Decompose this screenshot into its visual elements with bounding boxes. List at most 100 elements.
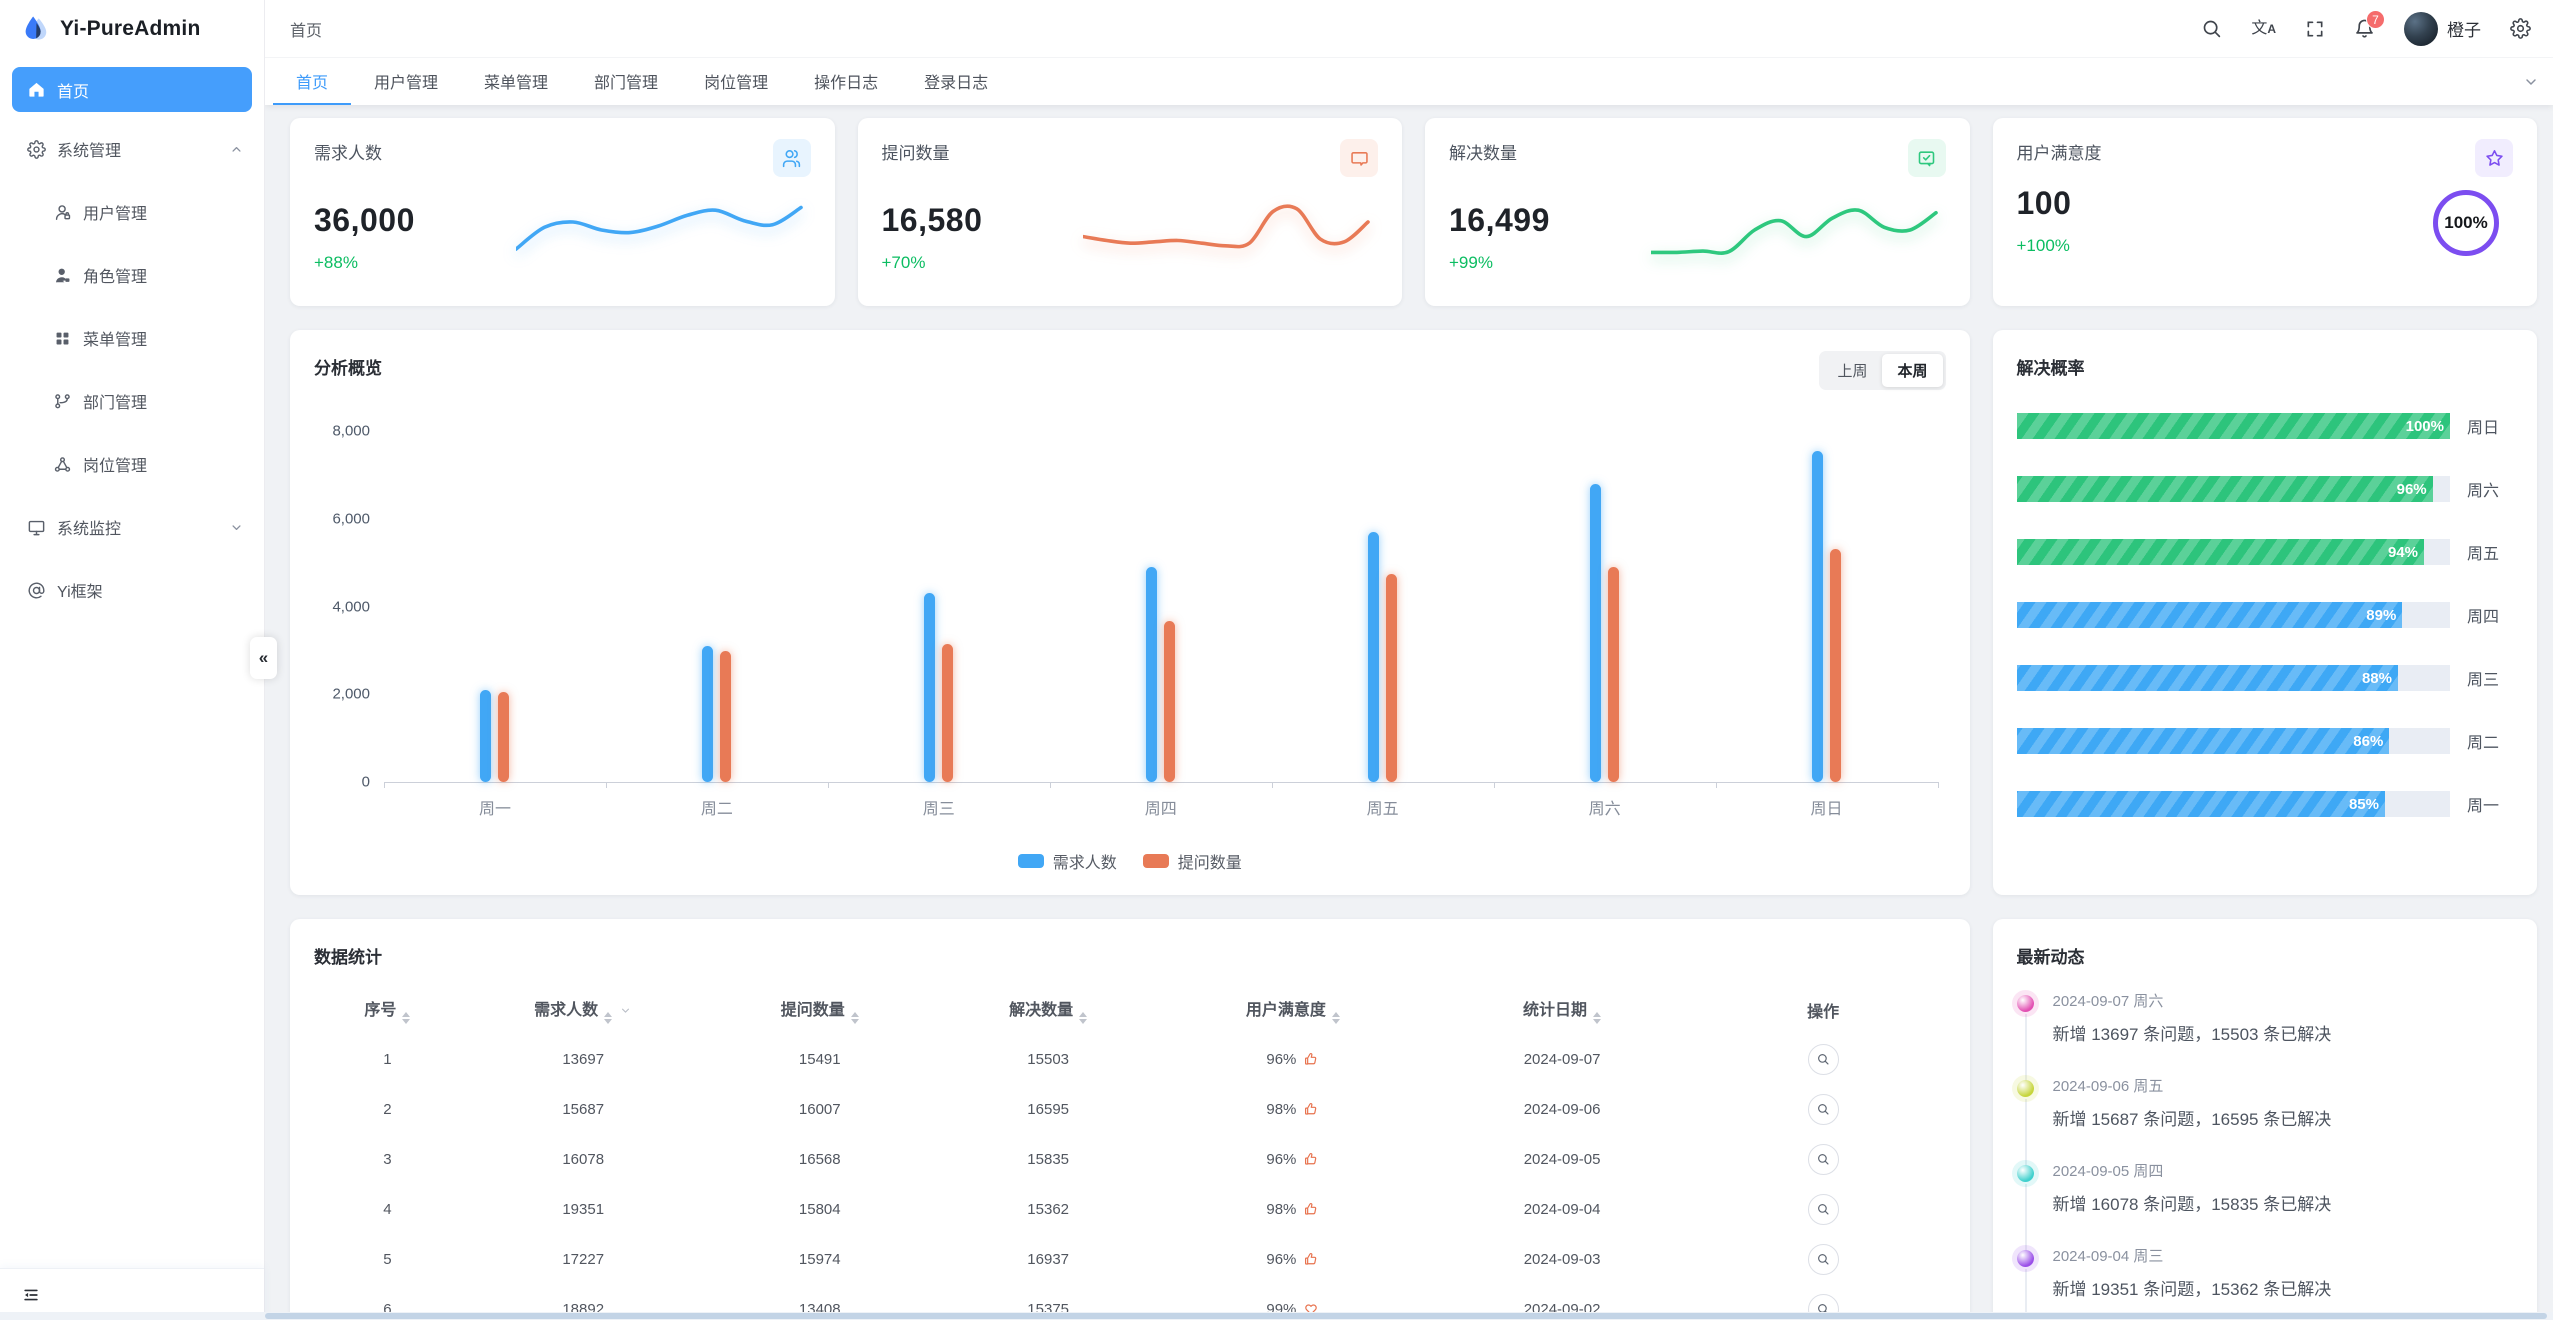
legend-item-提问数量[interactable]: 提问数量 (1142, 849, 1242, 873)
sort-caret-icon[interactable] (402, 1012, 411, 1024)
last-week-button[interactable]: 上周 (1822, 354, 1882, 387)
sidebar-item-post-management[interactable]: 岗位管理 (0, 441, 264, 487)
column-header-3[interactable]: 解决数量 (934, 986, 1162, 1034)
timeline-item: 2024-09-07 周六 新增 13697 条问题，15503 条已解决 (2016, 990, 2514, 1081)
sidebar-item-dept-management[interactable]: 部门管理 (0, 378, 264, 424)
tab-menu-management[interactable]: 菜单管理 (484, 74, 549, 92)
bar-需求人数[interactable] (480, 689, 492, 782)
share-icon (53, 455, 72, 474)
stat-card-title: 解决数量 (1449, 144, 1517, 163)
bar-提问数量[interactable] (498, 692, 510, 782)
this-week-button[interactable]: 本周 (1882, 354, 1943, 387)
bar-提问数量[interactable] (720, 651, 732, 782)
tab-home[interactable]: 首页 (273, 58, 352, 105)
user-menu[interactable]: 橙子 (2404, 11, 2481, 46)
sort-caret-icon[interactable] (1331, 1012, 1340, 1024)
view-detail-button[interactable] (1807, 1243, 1839, 1275)
search-icon[interactable] (2201, 18, 2222, 39)
filter-chevron-icon[interactable] (619, 1004, 632, 1017)
stat-card-delta: +88% (314, 253, 358, 272)
progress-track: 100% (2016, 413, 2450, 439)
timeline-date: 2024-09-05 周四 (2052, 1163, 2164, 1180)
cell-question: 16007 (798, 1100, 841, 1118)
tabs-dropdown-chevron-icon[interactable] (2509, 58, 2553, 105)
stat-card-badge (772, 139, 811, 177)
progress-fill: 96% (2016, 476, 2433, 502)
legend-label: 提问数量 (1177, 855, 1242, 872)
bar-提问数量[interactable] (1164, 620, 1176, 782)
sidebar-collapse-handle[interactable]: « (250, 637, 277, 679)
y-axis-label: 8,000 (332, 422, 370, 440)
solve-rate-row-周二: 86% 周二 (2016, 728, 2514, 754)
breadcrumb[interactable]: 首页 (290, 22, 323, 40)
stat-card-delta: +99% (1449, 253, 1493, 272)
sidebar-item-yi-framework[interactable]: Yi框架 (0, 567, 264, 613)
sidebar-item-user-management[interactable]: 用户管理 (0, 189, 264, 235)
timeline-dot (2016, 1250, 2034, 1267)
bar-需求人数[interactable] (702, 646, 714, 782)
bar-提问数量[interactable] (1386, 573, 1398, 782)
column-header-4[interactable]: 用户满意度 (1162, 986, 1423, 1034)
sort-caret-icon[interactable] (1593, 1012, 1602, 1024)
bar-需求人数[interactable] (924, 593, 936, 782)
column-header-5[interactable]: 统计日期 (1423, 986, 1700, 1034)
translate-icon[interactable]: 文A (2251, 19, 2276, 37)
horizontal-scrollbar[interactable] (0, 1312, 2553, 1320)
notification-bell-icon[interactable]: 7 (2354, 10, 2385, 39)
cell-index: 5 (383, 1250, 392, 1268)
heart-hands-icon (1303, 1301, 1319, 1317)
chevron-down-icon (229, 520, 244, 535)
solve-rate-card: 解决概率 100% 周日 96% 周六 94% 周五 89% 周四 (1992, 330, 2537, 895)
stat-card-value: 36,000 (314, 202, 415, 238)
sidebar-item-home[interactable]: 首页 (12, 67, 252, 112)
view-detail-button[interactable] (1807, 1193, 1839, 1225)
app-logo[interactable]: Yi-PureAdmin (0, 0, 264, 57)
tab-user-management[interactable]: 用户管理 (374, 74, 439, 92)
bar-提问数量[interactable] (942, 643, 954, 782)
progress-fill: 94% (2016, 539, 2424, 565)
view-detail-button[interactable] (1807, 1093, 1839, 1125)
cell-index: 3 (383, 1150, 392, 1168)
sidebar-item-system-monitor[interactable]: 系统监控 (0, 504, 264, 550)
stat-card-delta: +100% (2016, 236, 2070, 255)
sidebar-item-system-management[interactable]: 系统管理 (0, 126, 264, 172)
tab-dept-management[interactable]: 部门管理 (594, 74, 659, 92)
cell-satisfaction: 96% (1266, 1250, 1297, 1268)
sidebar-item-label: Yi框架 (57, 584, 103, 601)
sort-caret-icon[interactable] (604, 1012, 613, 1024)
x-axis-label: 周二 (700, 801, 733, 818)
solve-rate-row-周日: 100% 周日 (2016, 413, 2514, 439)
timeline-dot (2016, 995, 2034, 1012)
legend-item-需求人数[interactable]: 需求人数 (1017, 849, 1117, 873)
column-header-2[interactable]: 提问数量 (706, 986, 934, 1034)
column-header-1[interactable]: 需求人数 (461, 986, 706, 1034)
bar-需求人数[interactable] (1590, 483, 1602, 782)
grid-icon (53, 329, 72, 348)
progress-day-label: 周五 (2467, 546, 2500, 563)
settings-gear-icon[interactable] (2510, 18, 2531, 39)
sidebar-item-role-management[interactable]: 角色管理 (0, 252, 264, 298)
progress-day-label: 周二 (2467, 735, 2500, 752)
sort-caret-icon[interactable] (1079, 1012, 1088, 1024)
collapse-sidebar-icon[interactable] (21, 1285, 41, 1305)
bar-提问数量[interactable] (1608, 567, 1620, 782)
fullscreen-icon[interactable] (2305, 19, 2325, 39)
stat-card-title: 用户满意度 (2016, 144, 2102, 163)
latest-news-card: 最新动态 2024-09-07 周六 新增 13697 条问题，15503 条已… (1992, 919, 2537, 1320)
tab-post-management[interactable]: 岗位管理 (704, 74, 769, 92)
sort-caret-icon[interactable] (850, 1012, 859, 1024)
bar-提问数量[interactable] (1829, 549, 1841, 782)
tab-operation-log[interactable]: 操作日志 (814, 74, 879, 92)
column-header-0[interactable]: 序号 (314, 986, 461, 1034)
timeline-text: 新增 15687 条问题，16595 条已解决 (2052, 1110, 2332, 1129)
stat-card-badge (2475, 139, 2513, 177)
bar-需求人数[interactable] (1811, 450, 1823, 782)
stat-card-solved: 解决数量 16,499 +99% (1425, 118, 1970, 306)
sidebar-item-menu-management[interactable]: 菜单管理 (0, 315, 264, 361)
view-detail-button[interactable] (1807, 1043, 1839, 1075)
bar-需求人数[interactable] (1146, 567, 1158, 782)
tab-login-log[interactable]: 登录日志 (924, 74, 989, 92)
view-detail-button[interactable] (1807, 1143, 1839, 1175)
bar-需求人数[interactable] (1368, 531, 1380, 782)
thumbs-up-icon (1303, 1201, 1319, 1217)
